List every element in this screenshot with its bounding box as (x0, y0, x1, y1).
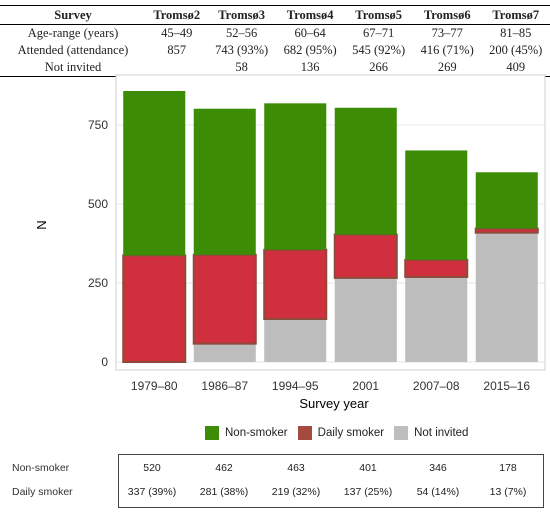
table-cell: 60–64 (294, 26, 326, 40)
attended-row: Attended (attendance) 857 743 (93%) 682 … (0, 42, 550, 59)
survey-header-row: Survey Tromsø2 Tromsø3 Tromsø4 Tromsø5 T… (0, 5, 550, 25)
y-tick-label: 0 (101, 355, 108, 369)
legend-item-not-invited: Not invited (394, 426, 468, 440)
not-invited-row: Not invited 58 136 266 269 409 (0, 59, 550, 77)
y-tick-label: 750 (88, 118, 108, 132)
count-cell: 54 (14%) (416, 486, 460, 498)
table-cell: 682 (95%) (283, 43, 337, 57)
x-tick-labels: 1979–80 1986–87 1994–95 2001 2007–08 2015–16 (131, 379, 531, 393)
age-range-row: Age-range (years) 45–49 52–56 60–64 67–7… (0, 25, 550, 43)
count-cell: 463 (287, 462, 305, 474)
survey-name: Tromsø6 (412, 5, 482, 25)
x-tick-label: 2007–08 (413, 379, 460, 393)
row-label: Not invited (0, 59, 146, 77)
count-cell: 13 (7%) (489, 486, 527, 498)
survey-name: Tromsø2 (146, 5, 208, 25)
count-cell: 401 (359, 462, 377, 474)
legend-label: Not invited (414, 427, 469, 439)
bar-segment (333, 233, 398, 279)
table-cell: 743 (93%) (215, 43, 269, 57)
table-cell: 416 (71%) (420, 43, 474, 57)
bar-segment (475, 232, 538, 362)
legend-label: Non-smoker (225, 427, 288, 439)
bar-segment (192, 253, 257, 345)
bar-segment (334, 277, 397, 362)
count-cell: 137 (25%) (343, 486, 393, 498)
counts-row-daily-smoker: Daily smoker 337 (39%) 281 (38%) 219 (32… (0, 480, 545, 504)
bar-segment (405, 150, 468, 260)
counts-row-non-smoker: Non-smoker 520 462 463 401 346 178 (0, 456, 545, 480)
bars (122, 91, 539, 363)
table-cell: 81–85 (500, 26, 532, 40)
bar-segment (405, 276, 468, 362)
table-cell: 857 (167, 43, 187, 57)
legend-swatch (205, 426, 219, 440)
x-axis-title: Survey year (299, 396, 369, 411)
survey-table: Survey Tromsø2 Tromsø3 Tromsø4 Tromsø5 T… (0, 5, 550, 77)
bar-segment (122, 254, 187, 363)
count-cell: 219 (32%) (271, 486, 321, 498)
x-tick-label: 2015–16 (483, 379, 530, 393)
table-cell: 52–56 (226, 26, 258, 40)
count-cell: 281 (38%) (199, 486, 249, 498)
survey-name: Tromsø7 (481, 5, 550, 25)
survey-name: Tromsø4 (275, 5, 345, 25)
row-label: Attended (attendance) (17, 43, 129, 57)
survey-name: Tromsø5 (344, 5, 413, 25)
survey-header-label: Survey (0, 5, 146, 25)
chart-legend: Non-smoker Daily smoker Not invited (205, 423, 478, 443)
bar-segment (475, 172, 538, 229)
row-label: Age-range (years) (27, 26, 119, 40)
legend-item-daily-smoker: Daily smoker (297, 426, 385, 440)
legend-swatch (394, 426, 409, 440)
y-tick-labels: 0 250 500 750 (88, 118, 108, 369)
x-tick-label: 1994–95 (272, 379, 319, 393)
bar-segment (474, 227, 539, 234)
table-cell: 200 (45%) (489, 43, 543, 57)
bar-segment (264, 103, 327, 250)
y-axis-title: N (34, 220, 49, 229)
bar-segment (263, 248, 328, 320)
row-label: Non-smoker (12, 462, 70, 474)
count-cell: 520 (143, 462, 161, 474)
bar-segment (193, 343, 256, 362)
count-cell: 337 (39%) (127, 486, 177, 498)
table-cell: 545 (92%) (352, 43, 406, 57)
x-tick-label: 1986–87 (201, 379, 248, 393)
count-cell: 346 (429, 462, 447, 474)
table-cell: 67–71 (363, 26, 395, 40)
row-label: Daily smoker (12, 486, 73, 498)
legend-item-non-smoker: Non-smoker (205, 426, 288, 440)
y-tick-label: 500 (88, 197, 108, 211)
plot-background (115, 74, 546, 371)
bar-segment (404, 258, 469, 278)
count-cell: 178 (499, 462, 517, 474)
x-tick-label: 2001 (352, 379, 379, 393)
survey-name: Tromsø3 (207, 5, 276, 25)
legend-swatch (297, 426, 312, 440)
stacked-bar-chart: 0 250 500 750 1979–80 1986–87 1994–95 2001 2007… (34, 74, 546, 411)
counts-table-border (118, 454, 544, 508)
bar-segment (334, 107, 397, 235)
legend-label: Daily smoker (317, 427, 385, 439)
bar-segment (264, 318, 327, 362)
table-cell: 73–77 (431, 26, 463, 40)
bar-segment (193, 108, 256, 255)
table-cell: 136 (275, 59, 345, 77)
x-tick-label: 1979–80 (131, 379, 178, 393)
grid-lines (116, 124, 545, 363)
bar-segment (123, 91, 186, 256)
table-cell: 45–49 (161, 26, 193, 40)
y-tick-label: 250 (88, 276, 108, 290)
count-cell: 462 (215, 462, 233, 474)
